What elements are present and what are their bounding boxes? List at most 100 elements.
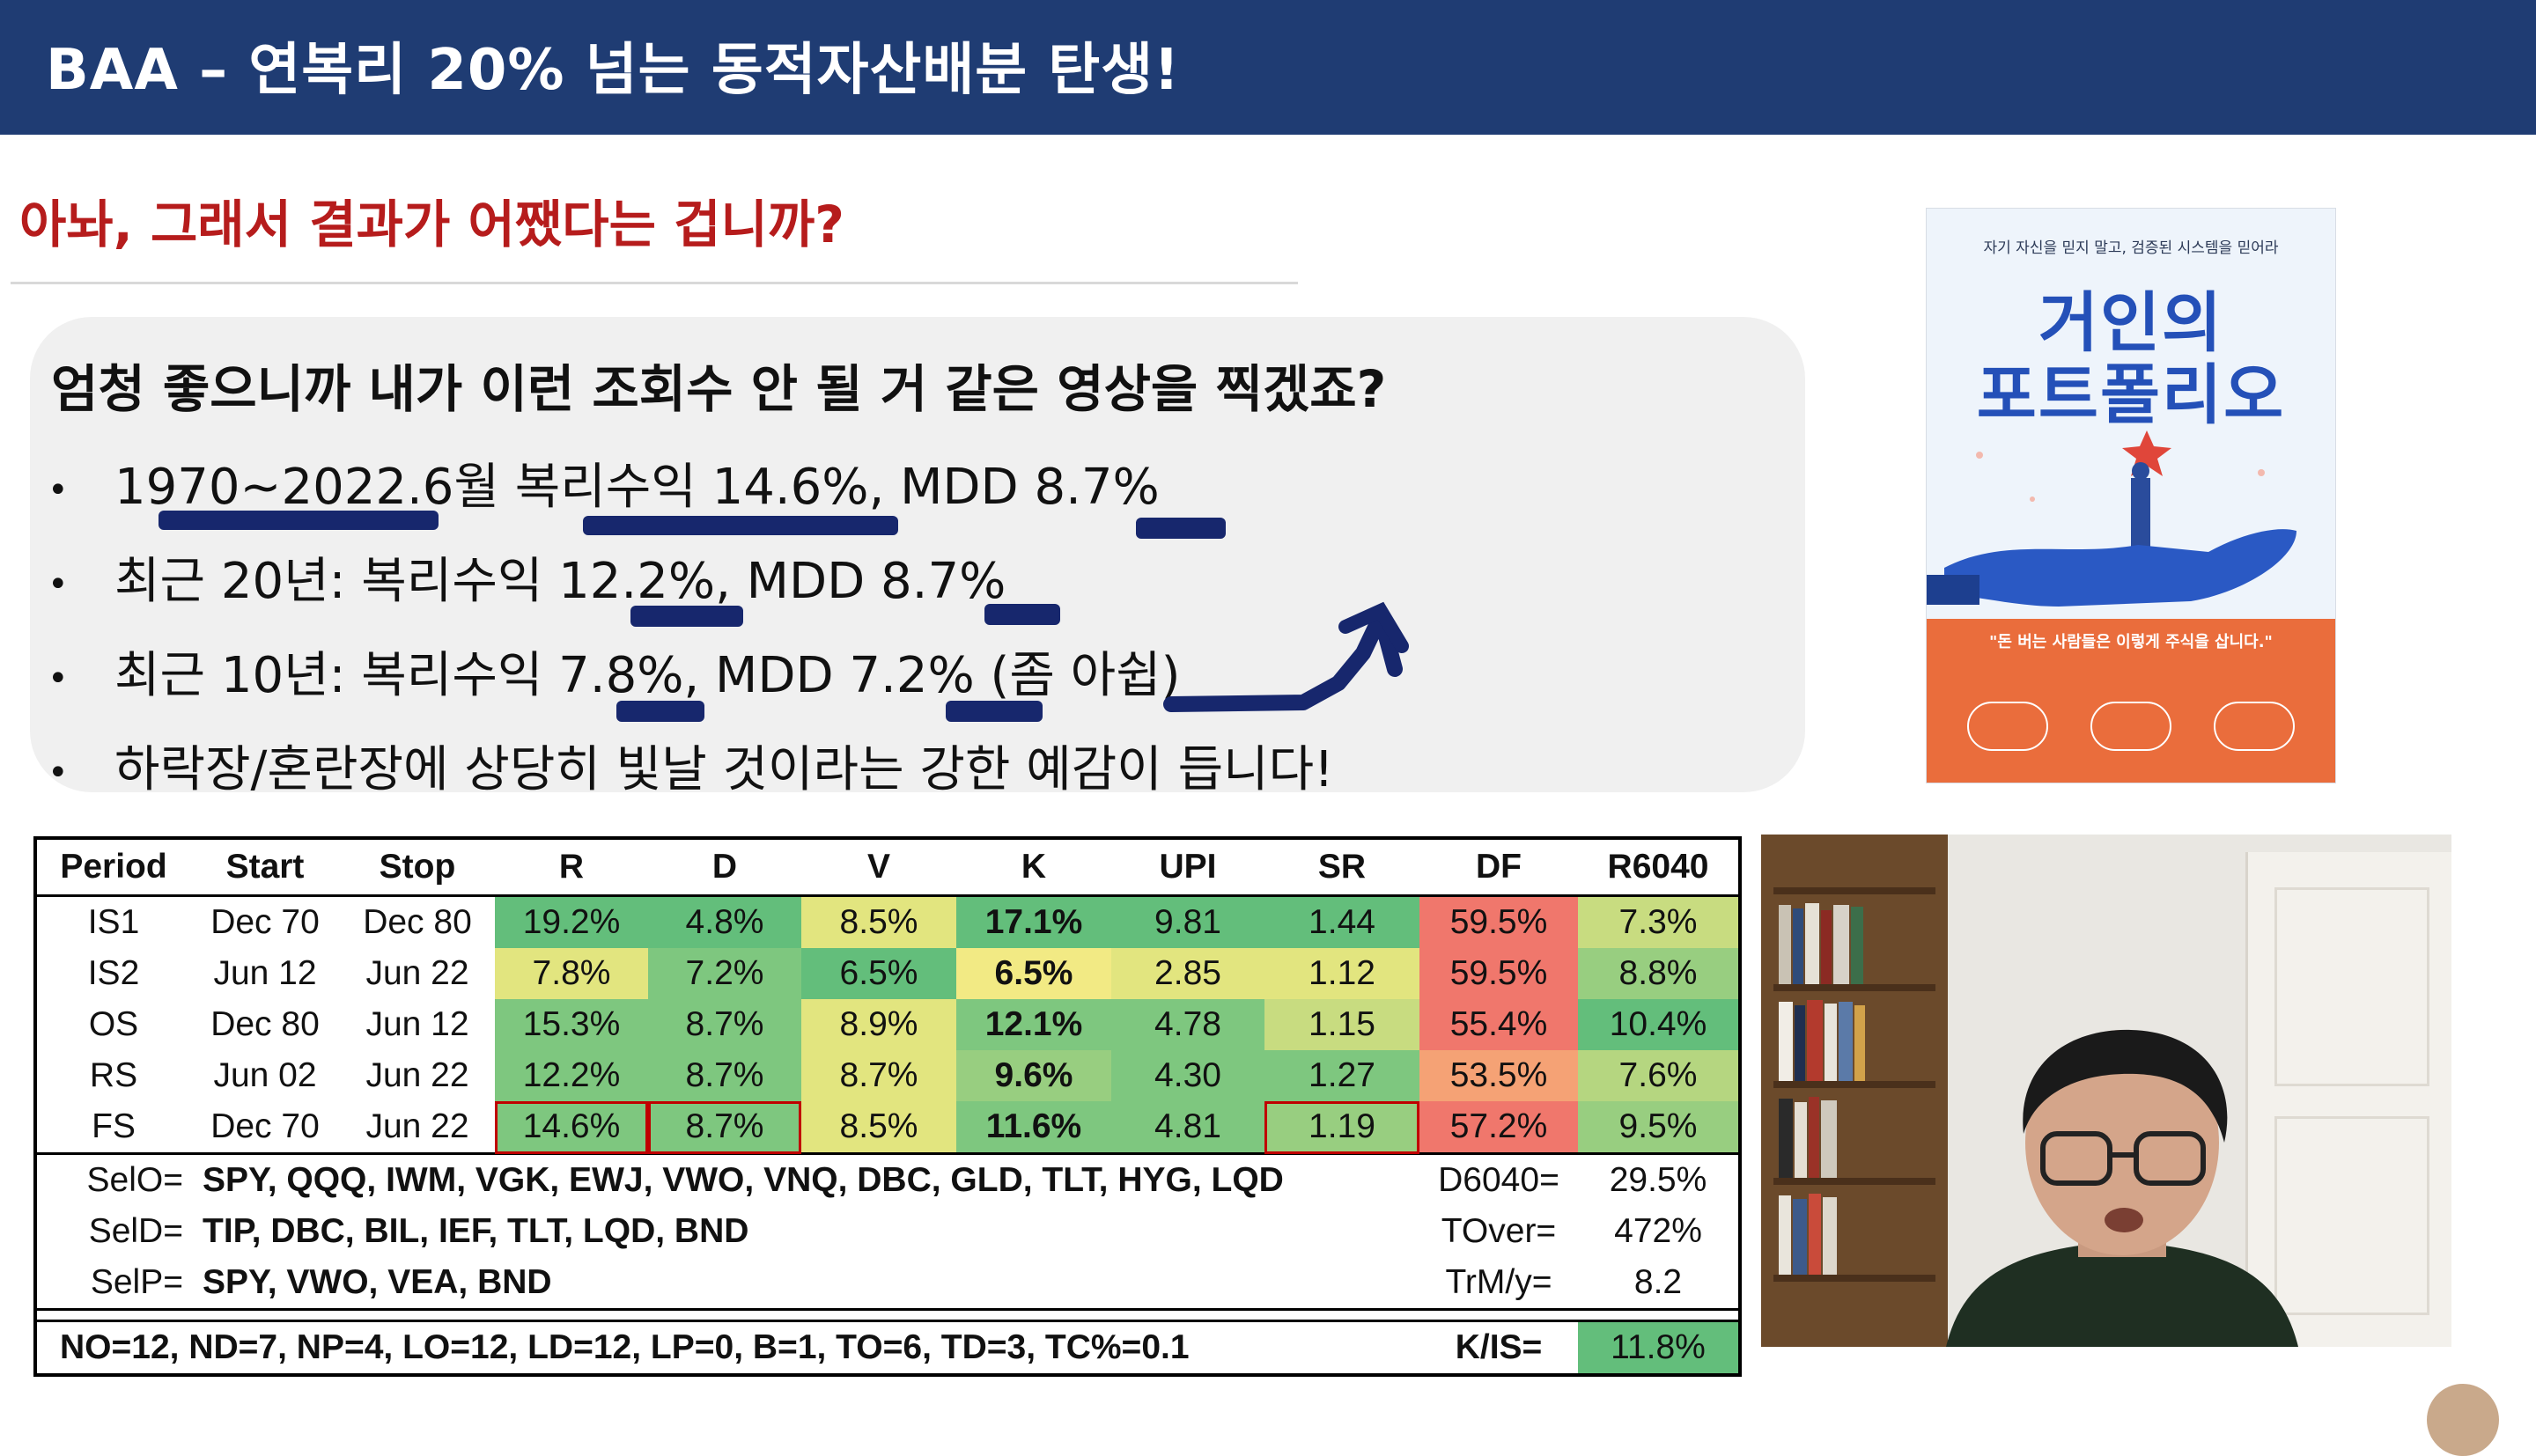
highlighted-cell: 8.7% bbox=[648, 1101, 801, 1154]
table-row: RS Jun 02 Jun 22 12.2% 8.7% 8.7% 9.6% 4.… bbox=[35, 1050, 1740, 1101]
bullet-dot: • bbox=[48, 752, 69, 793]
presenter-person-icon bbox=[1946, 1029, 2298, 1347]
ink-underline bbox=[158, 511, 439, 530]
stat-label: TrM/y= bbox=[1445, 1263, 1552, 1301]
award-badge bbox=[2090, 702, 2171, 751]
header-bar: BAA – 연복리 20% 넘는 동적자산배분 탄생! bbox=[0, 0, 2536, 135]
bubble-lead: 엄청 좋으니까 내가 이런 조회수 안 될 거 같은 영상을 찍겠죠? bbox=[51, 359, 1387, 419]
stat-label: K/IS= bbox=[1419, 1320, 1578, 1375]
question-heading: 아놔, 그래서 결과가 어쨌다는 겁니까? bbox=[19, 195, 844, 254]
cell: 8.7% bbox=[648, 1050, 801, 1101]
cell: 1.12 bbox=[1264, 948, 1419, 999]
table-row: IS1 Dec 70 Dec 80 19.2% 4.8% 8.5% 17.1% … bbox=[35, 895, 1740, 948]
col-header: Period bbox=[35, 838, 190, 897]
cell: 1.15 bbox=[1264, 999, 1419, 1050]
cell: 4.81 bbox=[1111, 1101, 1264, 1154]
books-icon bbox=[1773, 887, 1935, 1282]
bullet-text: 최근 20년: 복리수익 12.2%, MDD 8.7% bbox=[114, 553, 1006, 610]
cell: 7.2% bbox=[648, 948, 801, 999]
bullet-text: 최근 10년: 복리수익 7.8%, MDD 7.2% (좀 아쉽) bbox=[114, 647, 1181, 704]
table-row: FS Dec 70 Jun 22 14.6% 8.7% 8.5% 11.6% 4… bbox=[35, 1101, 1740, 1154]
cell: 8.7% bbox=[648, 999, 801, 1050]
cell: 1.44 bbox=[1264, 895, 1419, 948]
bullet-item: • 1970~2022.6월 복리수익 14.6%, MDD 8.7% bbox=[48, 447, 1160, 518]
cell: 11.6% bbox=[956, 1101, 1111, 1154]
stat-value: 11.8% bbox=[1578, 1320, 1740, 1375]
cell: 9.5% bbox=[1578, 1101, 1740, 1154]
col-header: Stop bbox=[340, 838, 495, 897]
sel-value: SPY, QQQ, IWM, VGK, EWJ, VWO, VNQ, DBC, … bbox=[190, 1152, 1419, 1206]
cell: 17.1% bbox=[956, 895, 1111, 948]
stat-label: TOver= bbox=[1441, 1212, 1557, 1250]
ink-underline bbox=[1136, 518, 1226, 539]
cell: 53.5% bbox=[1419, 1050, 1578, 1101]
sel-row: SelD= TIP, DBC, BIL, IEF, TLT, LQD, BND … bbox=[35, 1206, 1740, 1257]
table-separator bbox=[35, 1308, 1740, 1321]
cell: 59.5% bbox=[1419, 948, 1578, 999]
cell: 8.5% bbox=[801, 895, 956, 948]
sel-label: SelO= bbox=[35, 1152, 190, 1206]
ink-underline bbox=[630, 606, 743, 627]
col-header: K bbox=[956, 838, 1111, 897]
cell: Dec 80 bbox=[210, 1005, 320, 1043]
results-table: Period Start Stop R D V K UPI SR DF R604… bbox=[33, 836, 1742, 1377]
bullet-item: • 최근 10년: 복리수익 7.8%, MDD 7.2% (좀 아쉽) bbox=[48, 636, 1181, 707]
award-badge bbox=[2214, 702, 2295, 751]
cell: Jun 12 bbox=[365, 1005, 469, 1043]
cell: 10.4% bbox=[1578, 999, 1740, 1050]
table-header-row: Period Start Stop R D V K UPI SR DF R604… bbox=[35, 838, 1740, 897]
table-row: OS Dec 80 Jun 12 15.3% 8.7% 8.9% 12.1% 4… bbox=[35, 999, 1740, 1050]
stat-label: D6040= bbox=[1419, 1152, 1578, 1206]
book-cover-band bbox=[1927, 619, 2335, 783]
cell: 6.5% bbox=[801, 948, 956, 999]
cell: 55.4% bbox=[1419, 999, 1578, 1050]
cell: 7.8% bbox=[495, 948, 648, 999]
cell: 15.3% bbox=[495, 999, 648, 1050]
presenter-video bbox=[1761, 835, 2451, 1347]
cell: 7.6% bbox=[1578, 1050, 1740, 1101]
sel-row: SelP= SPY, VWO, VEA, BND TrM/y= 8.2 bbox=[35, 1257, 1740, 1310]
cell: 7.3% bbox=[1578, 895, 1740, 948]
cell: Dec 80 bbox=[363, 903, 472, 941]
cell: Dec 70 bbox=[210, 1107, 320, 1145]
ink-underline bbox=[946, 701, 1043, 722]
bullet-text: 하락장/혼란장에 상당히 빛날 것이라는 강한 예감이 듭니다! bbox=[114, 741, 1334, 798]
param-row: NO=12, ND=7, NP=4, LO=12, LD=12, LP=0, B… bbox=[35, 1320, 1740, 1375]
award-badge bbox=[1967, 702, 2048, 751]
sel-value: SPY, VWO, VEA, BND bbox=[203, 1263, 552, 1301]
summary-bubble bbox=[30, 317, 1805, 792]
cell: 4.30 bbox=[1111, 1050, 1264, 1101]
hand-illustration-icon bbox=[1927, 430, 2296, 607]
sel-value: TIP, DBC, BIL, IEF, TLT, LQD, BND bbox=[203, 1212, 749, 1250]
results-table-wrapper: Period Start Stop R D V K UPI SR DF R604… bbox=[33, 836, 1744, 1377]
cell: 9.6% bbox=[956, 1050, 1111, 1101]
sel-label: SelD= bbox=[88, 1212, 183, 1250]
cell: 19.2% bbox=[495, 895, 648, 948]
cell: 4.8% bbox=[648, 895, 801, 948]
book-cover: 자기 자신을 믿지 말고, 검증된 시스템을 믿어라 거인의 포트폴리오 "돈 … bbox=[1926, 208, 2336, 783]
cell: Dec 70 bbox=[210, 903, 320, 941]
stat-value: 472% bbox=[1614, 1212, 1702, 1250]
ink-underline bbox=[616, 701, 704, 722]
bullet-dot: • bbox=[48, 658, 69, 699]
cell: 8.8% bbox=[1578, 948, 1740, 999]
cell: 6.5% bbox=[956, 948, 1111, 999]
ink-underline bbox=[583, 516, 898, 535]
stat-value: 8.2 bbox=[1633, 1263, 1683, 1301]
cell: OS bbox=[88, 1005, 139, 1043]
sel-row: SelO= SPY, QQQ, IWM, VGK, EWJ, VWO, VNQ,… bbox=[35, 1152, 1740, 1206]
col-header: R6040 bbox=[1578, 838, 1740, 897]
highlighted-cell: 14.6% bbox=[495, 1101, 648, 1154]
cell: Jun 22 bbox=[365, 954, 469, 992]
cell: 1.27 bbox=[1264, 1050, 1419, 1101]
sel-label: SelP= bbox=[90, 1263, 183, 1301]
col-header: V bbox=[801, 838, 956, 897]
cell: 59.5% bbox=[1419, 895, 1578, 948]
cell: Jun 22 bbox=[365, 1056, 469, 1094]
cell: IS1 bbox=[87, 903, 140, 941]
bullet-dot: • bbox=[48, 469, 69, 511]
highlighted-cell: 1.19 bbox=[1264, 1101, 1419, 1154]
book-quote: "돈 버는 사람들은 이렇게 주식을 삽니다." bbox=[1989, 633, 2273, 651]
bullet-item: • 하락장/혼란장에 상당히 빛날 것이라는 강한 예감이 듭니다! bbox=[48, 730, 1334, 801]
col-header: R bbox=[495, 838, 648, 897]
